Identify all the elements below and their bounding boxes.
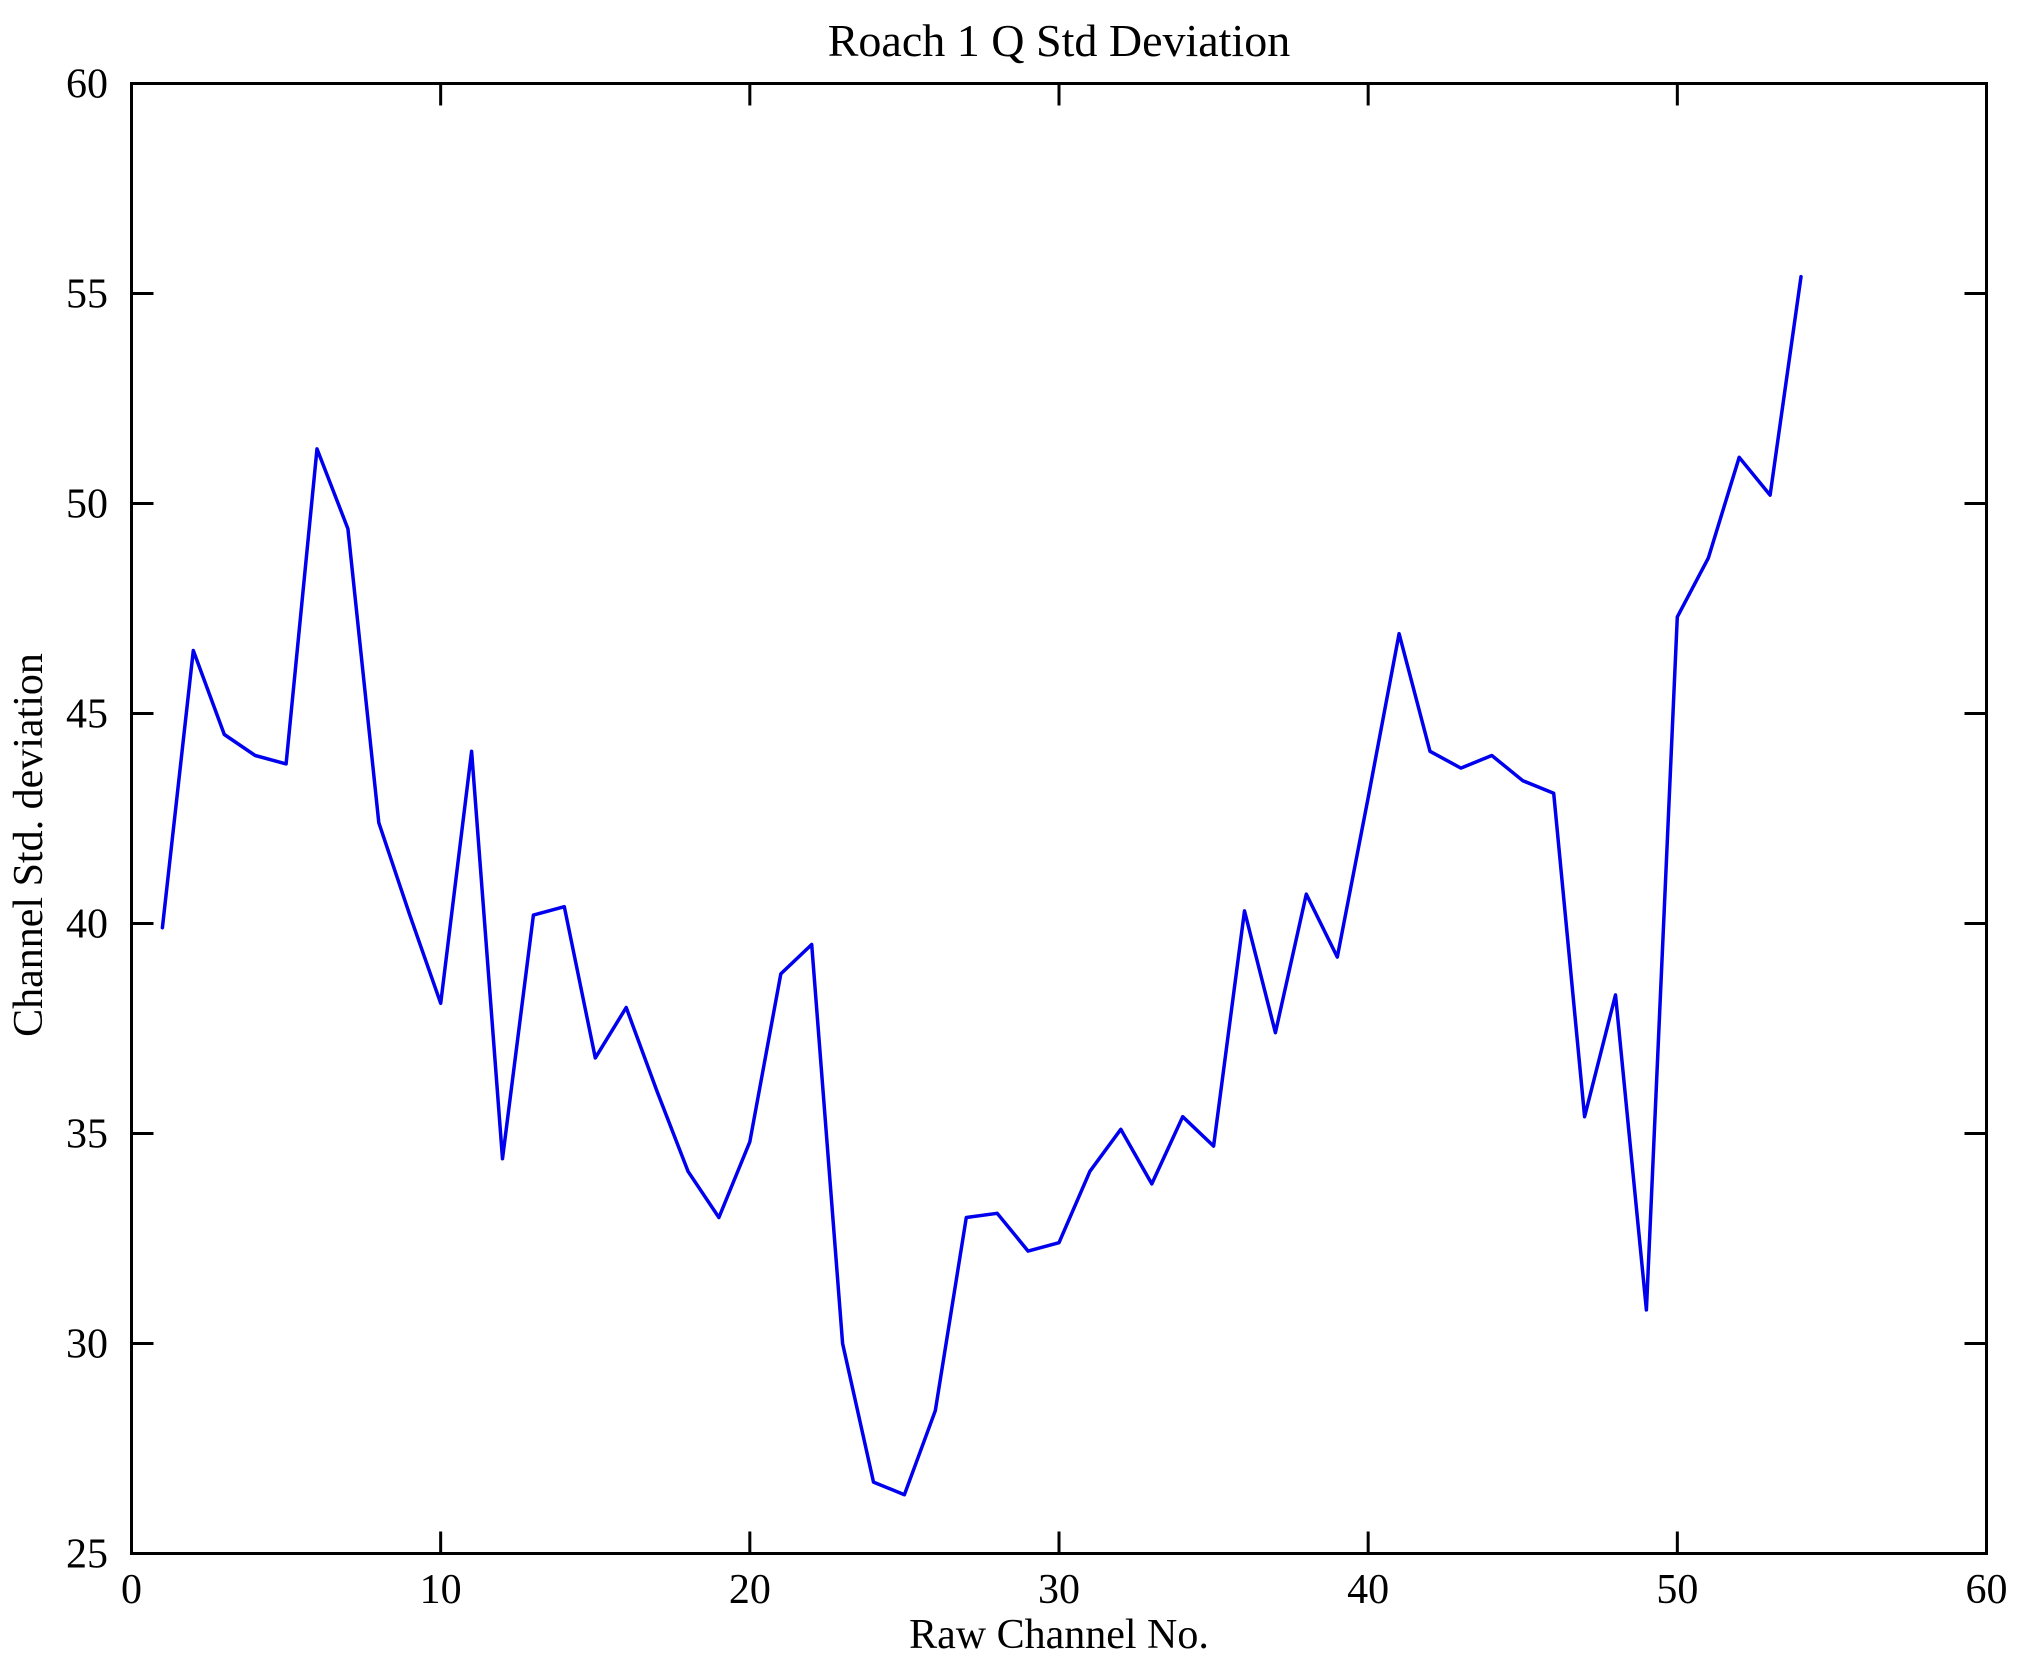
y-axis-label: Channel Std. deviation (6, 653, 52, 1037)
y-tick-label: 25 (66, 1532, 108, 1578)
y-tick-label: 50 (66, 482, 108, 528)
x-axis-label: Raw Channel No. (909, 1612, 1209, 1658)
plot-area: 0 10 20 30 40 50 60 25 30 35 40 45 50 55 60 (66, 62, 2008, 1614)
y-tick-label: 60 (66, 62, 108, 108)
y-tick-label: 40 (66, 902, 108, 948)
y-tick-label: 35 (66, 1112, 108, 1158)
x-tick-label: 40 (1347, 1567, 1389, 1613)
x-tick-label: 50 (1656, 1567, 1698, 1613)
x-tick-label: 20 (729, 1567, 771, 1613)
y-tick-label: 45 (66, 692, 108, 738)
chart-title: Roach 1 Q Std Deviation (828, 15, 1291, 66)
y-tick-label: 55 (66, 272, 108, 318)
axes-box (130, 82, 1988, 1555)
x-tick-label: 10 (420, 1567, 462, 1613)
x-tick-label: 30 (1038, 1567, 1080, 1613)
data-line (160, 274, 1803, 1497)
x-tick-label: 60 (1966, 1567, 2008, 1613)
y-tick-label: 30 (66, 1322, 108, 1368)
x-tick-label: 0 (121, 1567, 142, 1613)
